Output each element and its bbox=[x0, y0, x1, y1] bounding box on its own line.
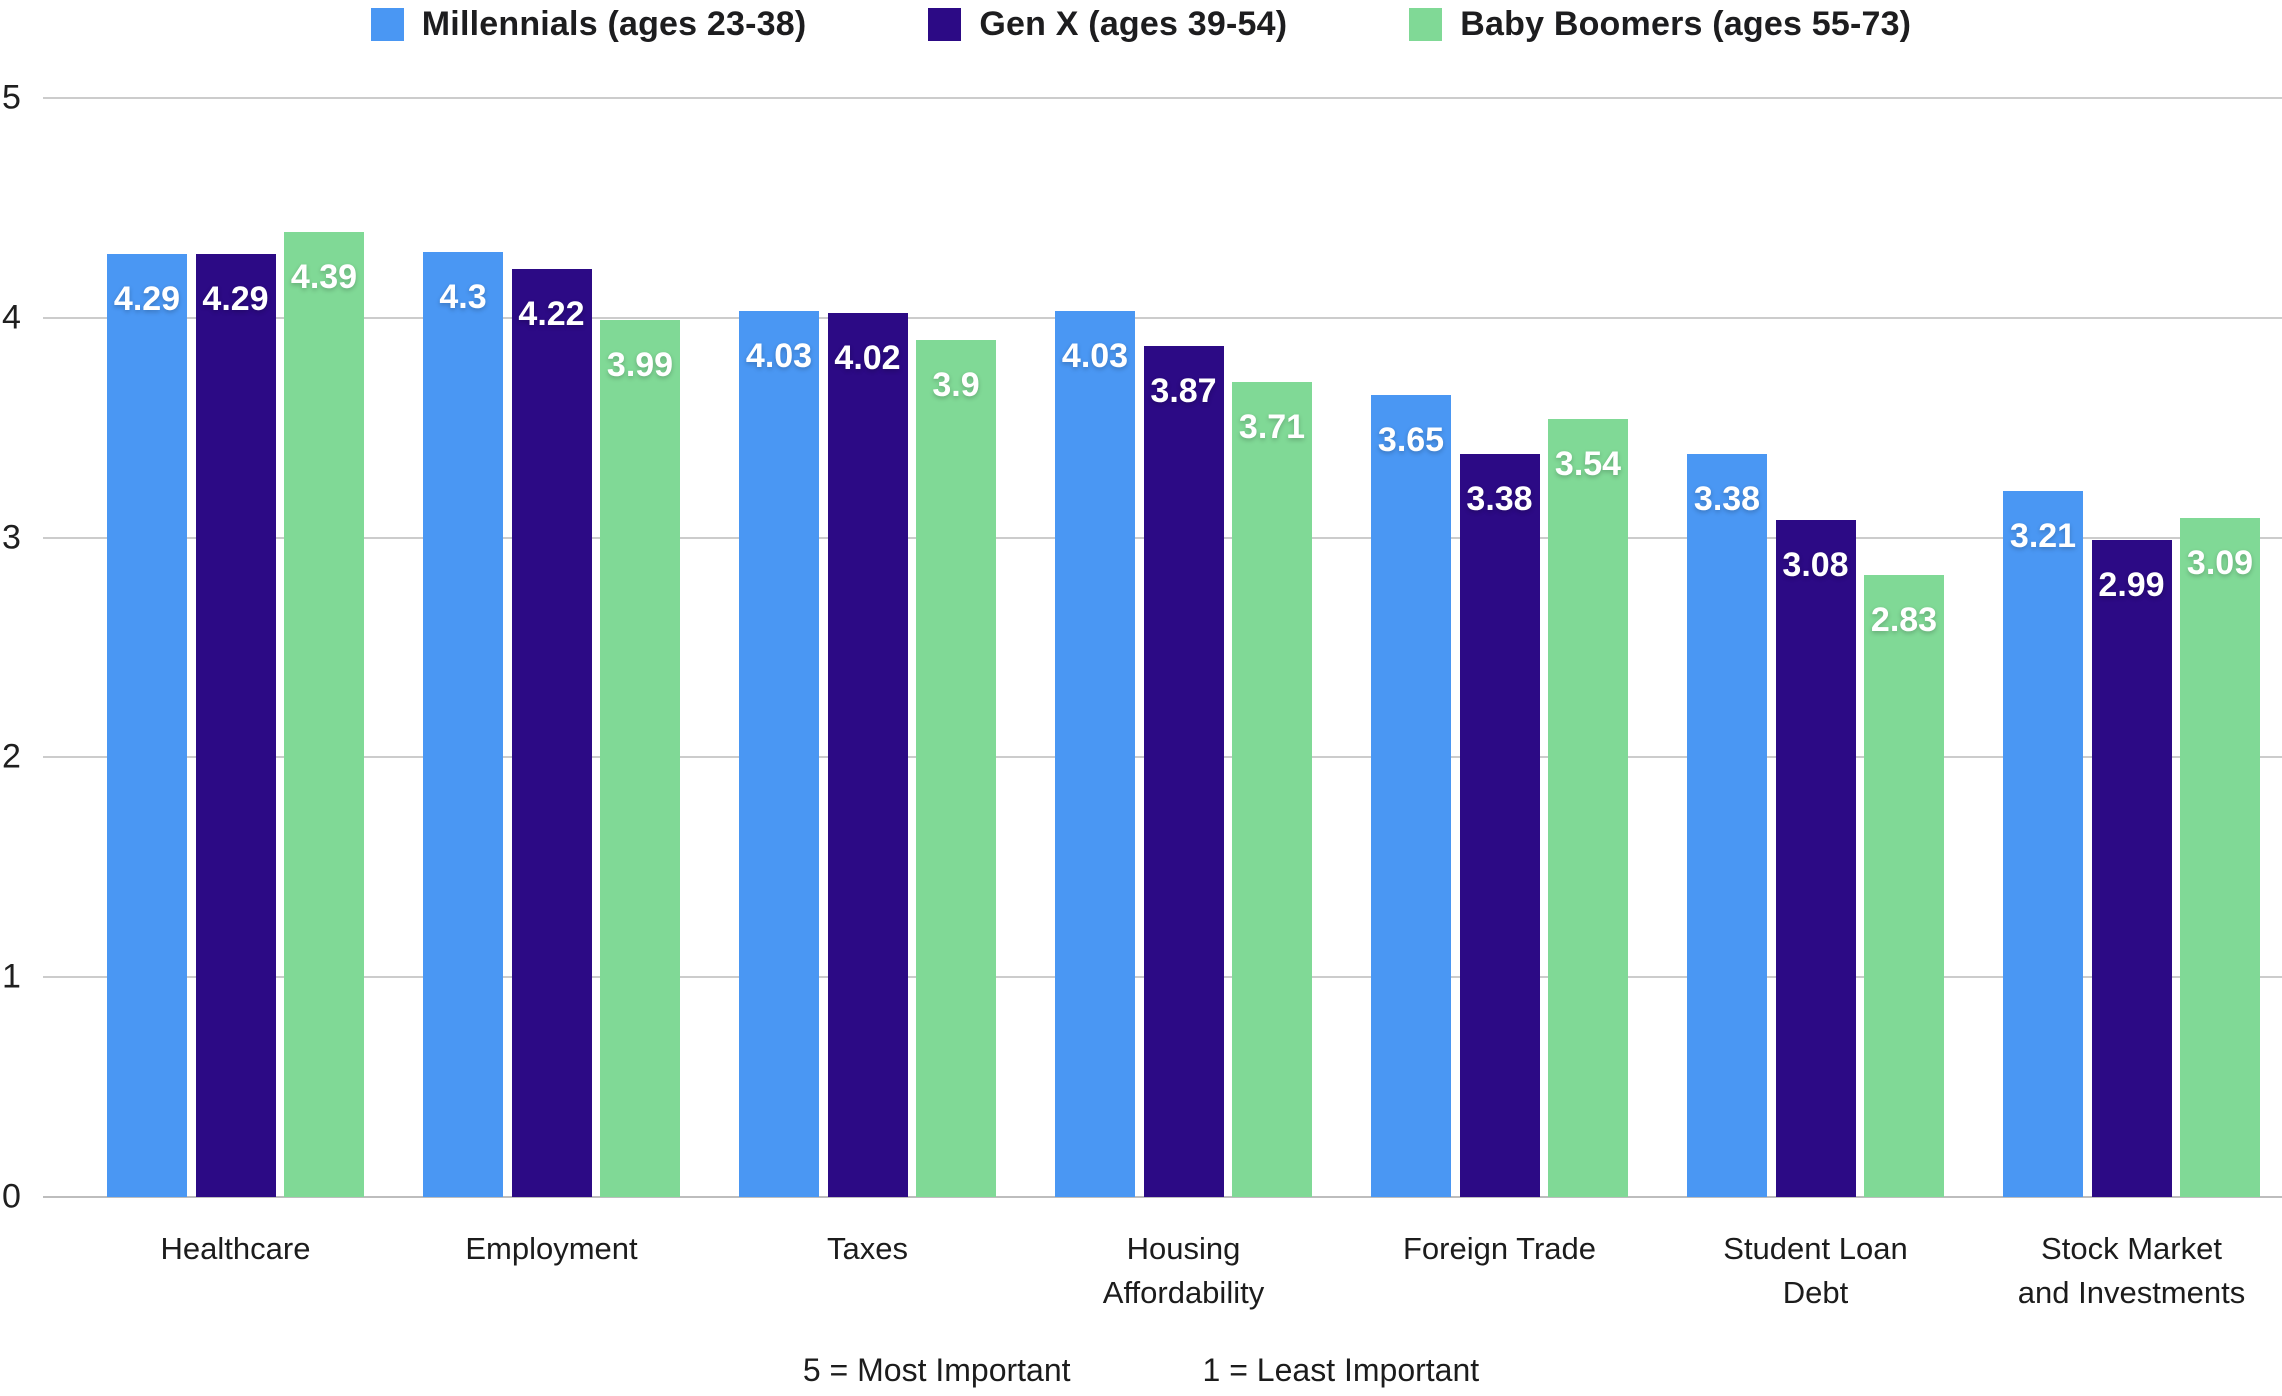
bar: 4.3 bbox=[423, 251, 503, 1197]
bar-value-label: 3.38 bbox=[1466, 480, 1533, 519]
bar-value-label: 2.83 bbox=[1870, 600, 1938, 639]
x-axis-label: Healthcare bbox=[160, 1231, 311, 1266]
legend-swatch-millennials bbox=[370, 7, 404, 41]
bar-group: 4.3 4.22 3.99 bbox=[423, 98, 680, 1197]
legend-label-millennials: Millennials (ages 23-38) bbox=[421, 4, 807, 43]
bar-group: 4.29 4.29 4.39 bbox=[107, 98, 364, 1197]
bar-value-label: 3.08 bbox=[1782, 546, 1849, 585]
bar: 3.38 bbox=[1459, 454, 1540, 1197]
x-axis-label: Student Loan Debt bbox=[1723, 1231, 1908, 1310]
footnote-least-important: 1 = Least Important bbox=[1202, 1352, 1480, 1388]
legend-item-millennials: Millennials (ages 23-38) bbox=[370, 4, 807, 44]
bar-value-label: 3.09 bbox=[2186, 543, 2254, 582]
bar: 3.87 bbox=[1143, 346, 1224, 1197]
bar: 4.29 bbox=[195, 254, 276, 1197]
bar: 3.09 bbox=[2180, 517, 2260, 1197]
y-tick-label: 2 bbox=[2, 737, 21, 776]
bar: 4.29 bbox=[107, 254, 187, 1197]
bar: 3.38 bbox=[1687, 454, 1767, 1197]
bar-value-label: 3.71 bbox=[1238, 407, 1306, 446]
gridline bbox=[43, 1196, 2282, 1198]
bar: 4.03 bbox=[1055, 311, 1135, 1197]
bar-value-label: 4.3 bbox=[439, 277, 487, 316]
x-axis-label-slot: Taxes bbox=[739, 1227, 996, 1315]
y-tick-label: 1 bbox=[2, 957, 21, 996]
bar-value-label: 4.22 bbox=[518, 295, 585, 334]
bar: 4.22 bbox=[511, 269, 592, 1197]
bar: 3.65 bbox=[1371, 394, 1451, 1197]
bar-value-label: 3.9 bbox=[932, 365, 980, 404]
bar-value-label: 4.03 bbox=[1061, 337, 1129, 376]
x-axis-label: Housing Affordability bbox=[1102, 1231, 1265, 1310]
bar: 3.71 bbox=[1232, 381, 1312, 1197]
bar-group: 3.21 2.99 3.09 bbox=[2003, 98, 2260, 1197]
bar-value-label: 2.99 bbox=[2098, 565, 2165, 604]
bar-value-label: 3.87 bbox=[1150, 372, 1217, 411]
x-axis-label: Employment bbox=[465, 1231, 638, 1266]
bar-value-label: 4.39 bbox=[290, 258, 358, 297]
x-axis-label-slot: Foreign Trade bbox=[1371, 1227, 1628, 1315]
x-axis-label-slot: Employment bbox=[423, 1227, 680, 1315]
legend-swatch-genx bbox=[928, 7, 962, 41]
bar-group: 3.65 3.38 3.54 bbox=[1371, 98, 1628, 1197]
bar-group: 3.38 3.08 2.83 bbox=[1687, 98, 1944, 1197]
x-axis-label: Taxes bbox=[827, 1231, 908, 1266]
bar: 4.02 bbox=[827, 313, 908, 1197]
y-tick-label: 4 bbox=[2, 298, 21, 337]
bar: 3.08 bbox=[1775, 520, 1856, 1197]
chart-area: 4.29 4.29 4.39 4.3 4.22 3.99 4.03 4.02 3.9 4.03 3.… bbox=[0, 79, 2282, 1216]
bar: 4.03 bbox=[739, 311, 819, 1197]
x-axis-label-slot: Student Loan Debt bbox=[1687, 1227, 1944, 1315]
bar: 2.99 bbox=[2091, 539, 2172, 1197]
bar: 3.21 bbox=[2003, 491, 2083, 1197]
bar: 4.39 bbox=[284, 232, 364, 1197]
x-axis-label: Stock Market and Investments bbox=[2017, 1231, 2246, 1310]
bar-value-label: 3.99 bbox=[606, 346, 674, 384]
legend-label-boomers: Baby Boomers (ages 55-73) bbox=[1460, 4, 1912, 43]
x-axis-label-slot: Healthcare bbox=[107, 1227, 364, 1315]
plot-area: 4.29 4.29 4.39 4.3 4.22 3.99 4.03 4.02 3.9 4.03 3.… bbox=[43, 97, 2282, 1198]
gridline bbox=[43, 316, 2282, 319]
bar: 3.9 bbox=[916, 339, 996, 1197]
x-axis-label-slot: Stock Market and Investments bbox=[2003, 1227, 2260, 1315]
bar-group: 4.03 4.02 3.9 bbox=[739, 98, 996, 1197]
x-axis-label-slot: Housing Affordability bbox=[1055, 1227, 1312, 1315]
y-tick-label: 0 bbox=[2, 1177, 21, 1216]
bar-value-label: 3.21 bbox=[2009, 517, 2077, 556]
footnote-most-important: 5 = Most Important bbox=[802, 1352, 1071, 1388]
y-tick-label: 3 bbox=[2, 518, 21, 557]
footnote: 5 = Most Important 1 = Least Important bbox=[0, 1352, 2282, 1389]
legend-swatch-boomers bbox=[1409, 7, 1443, 41]
legend-item-genx: Gen X (ages 39-54) bbox=[928, 5, 1287, 44]
bar-value-label: 4.29 bbox=[113, 280, 181, 319]
x-axis-labels: Healthcare Employment Taxes Housing Afforda… bbox=[43, 1227, 2282, 1315]
bar-value-label: 4.03 bbox=[745, 337, 813, 376]
bar: 3.99 bbox=[600, 320, 680, 1197]
bar-value-label: 3.54 bbox=[1554, 444, 1622, 483]
bars-row: 4.29 4.29 4.39 4.3 4.22 3.99 4.03 4.02 3.9 4.03 3.… bbox=[43, 98, 2282, 1197]
bar: 2.83 bbox=[1864, 574, 1944, 1197]
legend-item-boomers: Baby Boomers (ages 55-73) bbox=[1409, 5, 1911, 44]
gridline bbox=[43, 97, 2282, 99]
chart-legend: Millennials (ages 23-38) Gen X (ages 39-… bbox=[0, 0, 2282, 48]
bar-value-label: 4.29 bbox=[202, 280, 269, 319]
bar-value-label: 4.02 bbox=[834, 339, 901, 378]
legend-label-genx: Gen X (ages 39-54) bbox=[979, 4, 1288, 43]
bar: 3.54 bbox=[1548, 418, 1628, 1197]
y-tick-label: 5 bbox=[2, 78, 21, 117]
bar-group: 4.03 3.87 3.71 bbox=[1055, 98, 1312, 1197]
x-axis-label: Foreign Trade bbox=[1403, 1231, 1596, 1266]
bar-value-label: 3.38 bbox=[1693, 480, 1761, 519]
bar-value-label: 3.65 bbox=[1377, 420, 1445, 459]
